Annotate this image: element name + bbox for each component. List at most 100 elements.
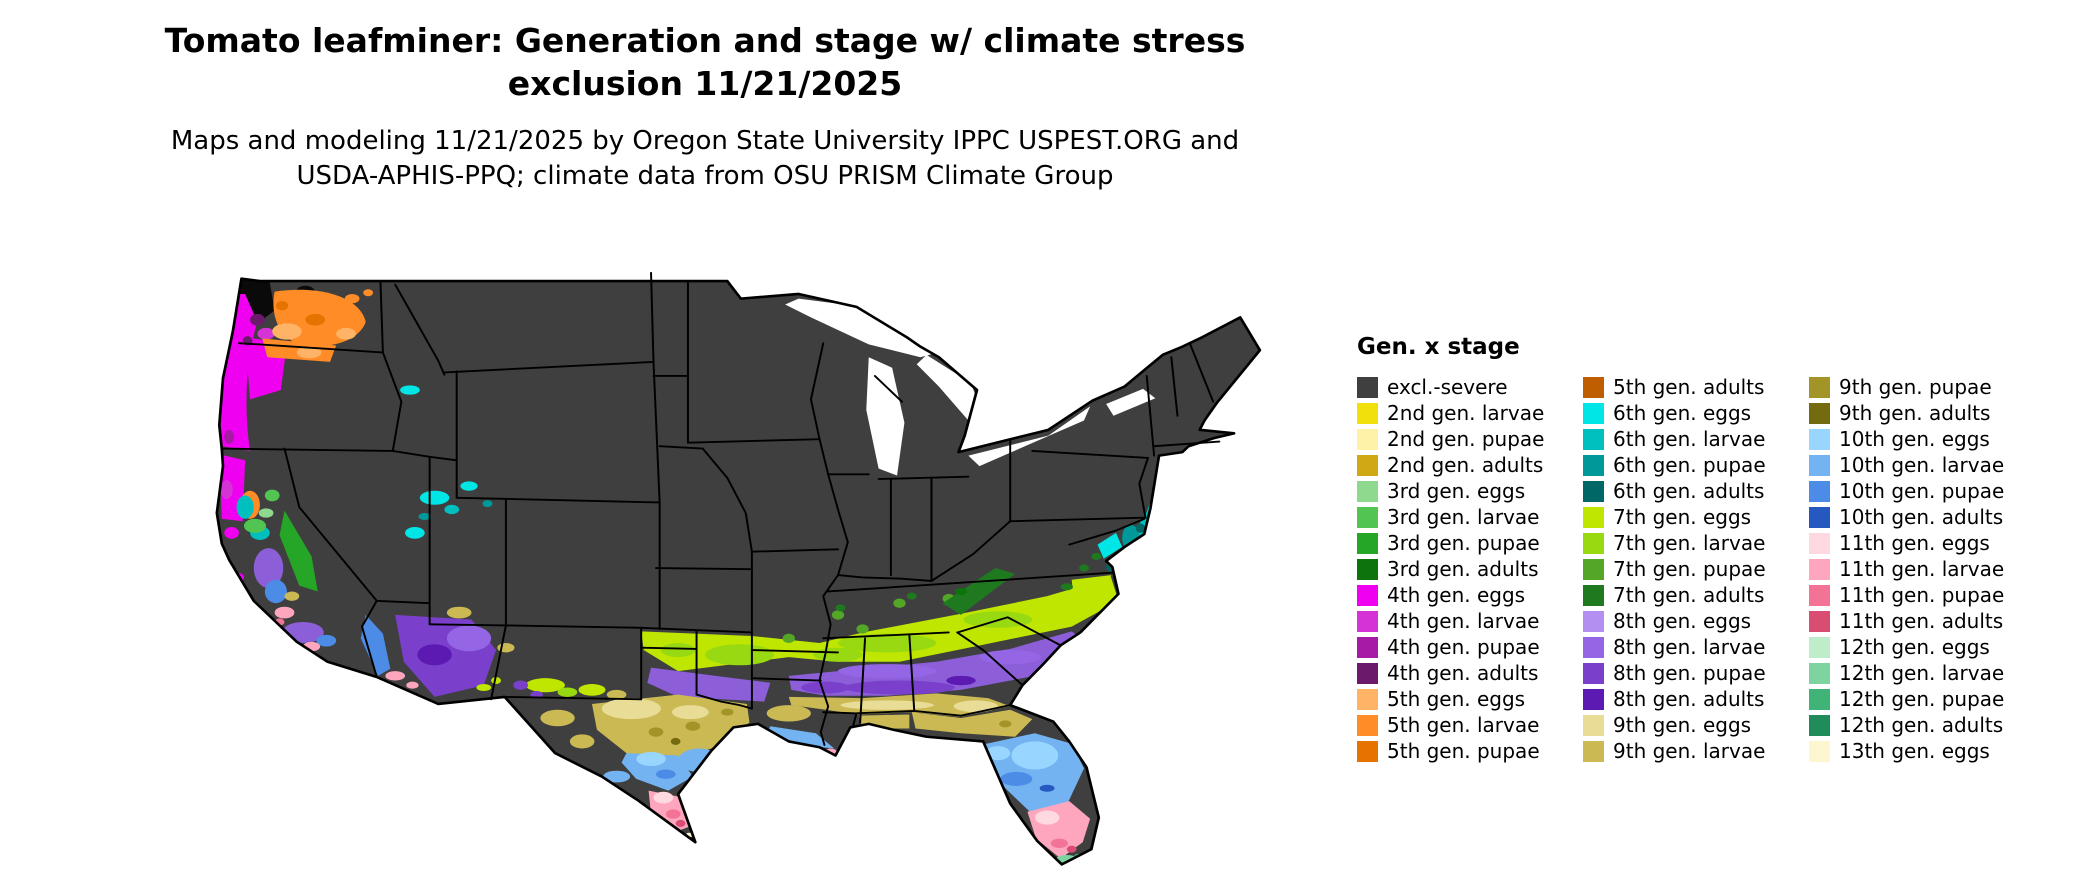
legend-item-label: 10th gen. pupae — [1839, 479, 2005, 503]
legend-swatch — [1583, 584, 1604, 606]
legend-item-label: 4th gen. adults — [1387, 661, 1539, 685]
legend-item-label: 6th gen. eggs — [1613, 401, 1752, 425]
legend-item-label: 7th gen. pupae — [1613, 557, 1766, 581]
legend-item-label: excl.-severe — [1387, 375, 1508, 399]
legend-item-label: 3rd gen. eggs — [1387, 479, 1526, 503]
legend-item: 8th gen. larvae — [1583, 634, 1797, 660]
region-arizona-mixed — [360, 606, 515, 697]
legend-item: 6th gen. pupae — [1583, 452, 1797, 478]
lake-ontario — [1106, 388, 1156, 416]
legend-item-label: 8th gen. pupae — [1613, 661, 1766, 685]
legend-item-label: 8th gen. eggs — [1613, 609, 1752, 633]
legend-item: 2nd gen. adults — [1357, 452, 1571, 478]
legend-item-label: 10th gen. adults — [1839, 505, 2004, 529]
legend-item-label: 5th gen. eggs — [1387, 687, 1526, 711]
map-subtitle-line2: USDA-APHIS-PPQ; climate data from OSU PR… — [296, 160, 1114, 191]
legend-swatch — [1809, 688, 1830, 710]
legend-item-label: 11th gen. adults — [1839, 609, 2004, 633]
legend-swatch — [1583, 688, 1604, 710]
legend-swatch — [1357, 506, 1378, 528]
legend-column-2: 5th gen. adults 6th gen. eggs 6th gen. lar… — [1583, 374, 1797, 764]
state-borders — [220, 271, 1221, 746]
lake-erie — [968, 406, 1091, 467]
legend-item-label: 6th gen. adults — [1613, 479, 1765, 503]
legend-item-label: 7th gen. eggs — [1613, 505, 1752, 529]
legend: Gen. x stage excl.-severe 2nd gen. larvae… — [1357, 334, 2023, 764]
legend-title: Gen. x stage — [1357, 334, 1520, 360]
legend-item: 3rd gen. larvae — [1357, 504, 1571, 530]
legend-item: 8th gen. adults — [1583, 686, 1797, 712]
legend-swatch — [1809, 558, 1830, 580]
legend-swatch — [1809, 376, 1830, 398]
legend-swatch — [1357, 428, 1378, 450]
legend-item: 11th gen. larvae — [1809, 556, 2023, 582]
legend-item: 13th gen. eggs — [1809, 738, 2023, 764]
legend-item-label: 12th gen. pupae — [1839, 687, 2005, 711]
region-gen10-blue — [603, 726, 1084, 812]
map-base-excl-severe — [216, 278, 1260, 865]
legend-swatch — [1583, 662, 1604, 684]
legend-column-1: excl.-severe 2nd gen. larvae 2nd gen. pupa… — [1357, 374, 1571, 764]
legend-item-label: 6th gen. pupae — [1613, 453, 1766, 477]
legend-item: 7th gen. pupae — [1583, 556, 1797, 582]
legend-item: 9th gen. larvae — [1583, 738, 1797, 764]
legend-swatch — [1809, 662, 1830, 684]
legend-item: 4th gen. pupae — [1357, 634, 1571, 660]
map-subtitle-line1: Maps and modeling 11/21/2025 by Oregon S… — [170, 125, 1240, 156]
legend-item-label: 3rd gen. larvae — [1387, 505, 1540, 529]
legend-swatch — [1809, 454, 1830, 476]
legend-swatch — [1583, 558, 1604, 580]
legend-item-label: 10th gen. larvae — [1839, 453, 2005, 477]
legend-swatch — [1583, 740, 1604, 762]
legend-swatch — [1583, 636, 1604, 658]
legend-item: 9th gen. eggs — [1583, 712, 1797, 738]
legend-item: 10th gen. larvae — [1809, 452, 2023, 478]
region-newmexico-westtexas — [513, 678, 627, 749]
legend-item: 6th gen. eggs — [1583, 400, 1797, 426]
legend-item: 5th gen. adults — [1583, 374, 1797, 400]
legend-item: 9th gen. adults — [1809, 400, 2023, 426]
legend-item: 7th gen. larvae — [1583, 530, 1797, 556]
legend-item: 10th gen. pupae — [1809, 478, 2023, 504]
legend-item: 5th gen. eggs — [1357, 686, 1571, 712]
page-title-line1: Tomato leafminer: Generation and stage w… — [164, 21, 1246, 60]
legend-swatch — [1357, 740, 1378, 762]
legend-swatch — [1357, 402, 1378, 424]
legend-item: 6th gen. larvae — [1583, 426, 1797, 452]
region-gen12-seagreen-floridatip — [685, 832, 1082, 865]
legend-item: 8th gen. pupae — [1583, 660, 1797, 686]
legend-item: 12th gen. pupae — [1809, 686, 2023, 712]
us-map-svg — [215, 271, 1262, 866]
legend-item-label: 11th gen. larvae — [1839, 557, 2005, 581]
lake-superior — [785, 298, 947, 358]
legend-item: excl.-severe — [1357, 374, 1571, 400]
legend-item: 12th gen. larvae — [1809, 660, 2023, 686]
legend-item-label: 9th gen. larvae — [1613, 739, 1766, 763]
lake-michigan — [866, 357, 905, 476]
legend-item-label: 11th gen. eggs — [1839, 531, 1990, 555]
legend-item-label: 5th gen. adults — [1613, 375, 1765, 399]
legend-item-label: 2nd gen. pupae — [1387, 427, 1545, 451]
legend-swatch — [1357, 688, 1378, 710]
legend-swatch — [1809, 532, 1830, 554]
legend-swatch — [1357, 558, 1378, 580]
region-gen9-khaki-gulf — [592, 693, 1033, 761]
region-green-california — [243, 489, 318, 592]
region-gen7-chartreuse-band — [641, 575, 1119, 672]
lake-huron — [916, 354, 987, 426]
legend-item-label: 2nd gen. larvae — [1387, 401, 1545, 425]
legend-item-label: 11th gen. pupae — [1839, 583, 2005, 607]
legend-item: 6th gen. adults — [1583, 478, 1797, 504]
legend-item-label: 5th gen. larvae — [1387, 713, 1540, 737]
legend-item: 12th gen. eggs — [1809, 634, 2023, 660]
legend-item: 5th gen. larvae — [1357, 712, 1571, 738]
legend-item-label: 9th gen. pupae — [1839, 375, 1992, 399]
legend-item: 9th gen. pupae — [1809, 374, 2023, 400]
legend-item: 4th gen. adults — [1357, 660, 1571, 686]
legend-item: 8th gen. eggs — [1583, 608, 1797, 634]
legend-swatch — [1809, 428, 1830, 450]
legend-swatch — [1583, 428, 1604, 450]
legend-swatch — [1809, 480, 1830, 502]
legend-swatch — [1583, 402, 1604, 424]
region-gen5-orange-columbia — [240, 289, 374, 519]
